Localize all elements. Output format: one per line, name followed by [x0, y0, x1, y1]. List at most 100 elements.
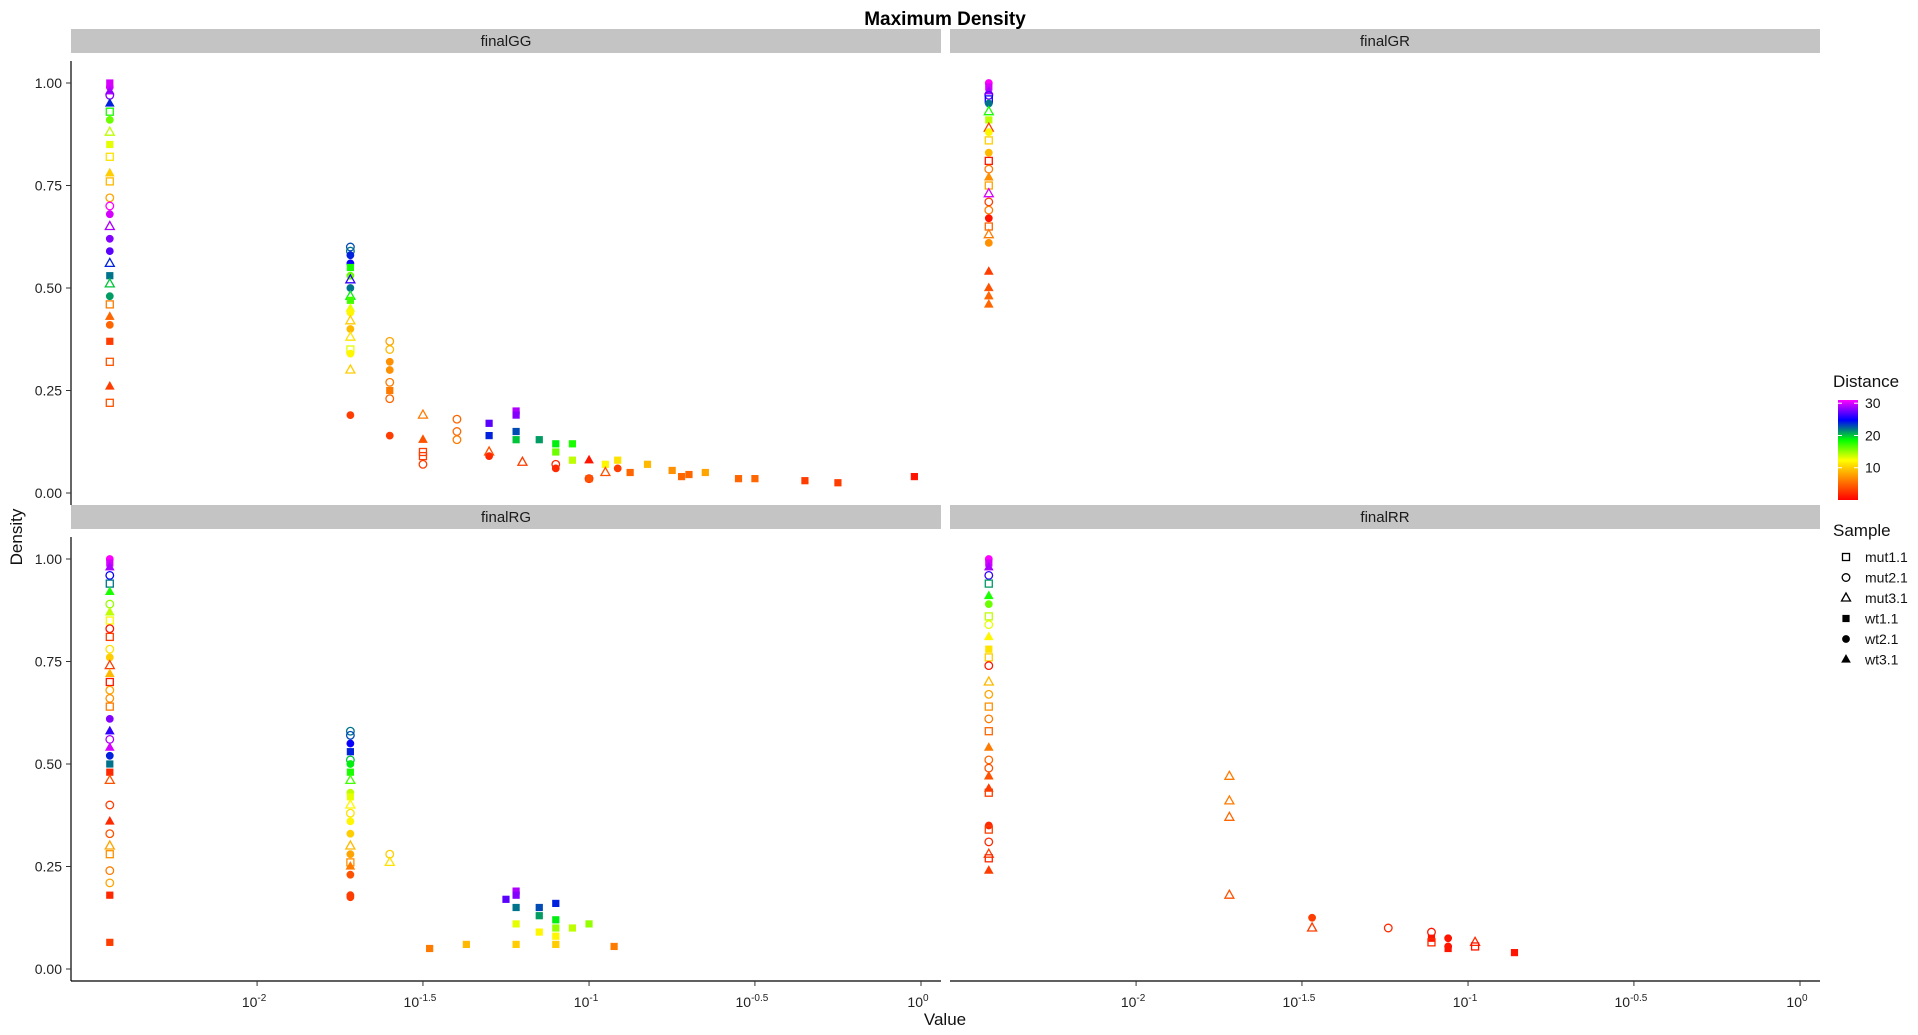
data-point-open-circle	[385, 345, 395, 354]
data-point-filled-circle	[346, 411, 355, 419]
data-point-filled-triangle	[104, 668, 115, 677]
data-point-filled-triangle	[983, 561, 994, 571]
data-point-filled-triangle	[418, 434, 428, 443]
data-point-filled-square	[512, 891, 520, 899]
facet-strip	[71, 29, 941, 53]
facet-finalGR: finalGR	[950, 29, 1820, 308]
data-point-open-circle	[105, 878, 115, 888]
data-point-filled-triangle	[983, 742, 994, 751]
colour-bar-label: 30	[1865, 395, 1881, 411]
legend: Distance 10 20 30 Sample mut1.1 mut2.1 mut3.1 wt…	[1833, 372, 1908, 668]
y-tick-label: 0.25	[35, 859, 62, 875]
facet-strip-label: finalRR	[1360, 509, 1409, 526]
data-point-filled-square	[535, 903, 543, 912]
data-point-filled-triangle	[104, 380, 115, 390]
legend-key-open-circle	[1841, 573, 1851, 582]
data-point-open-square	[984, 702, 993, 711]
y-tick-label: 0.25	[35, 383, 62, 399]
data-point-filled-circle	[346, 760, 355, 768]
data-point-open-circle	[105, 829, 115, 839]
data-point-open-triangle	[344, 774, 356, 785]
data-point-filled-square	[535, 928, 543, 936]
data-point-open-triangle	[983, 847, 995, 858]
x-tick-label: 10-1	[574, 993, 599, 1010]
data-point-open-triangle	[104, 774, 116, 785]
data-point-filled-square	[568, 924, 577, 932]
data-point-filled-circle	[105, 715, 114, 723]
data-point-filled-circle	[105, 234, 114, 243]
data-point-filled-square	[512, 920, 520, 928]
data-point-open-circle	[984, 714, 994, 724]
data-point-open-triangle	[983, 675, 995, 686]
data-point-filled-triangle	[104, 98, 115, 107]
data-point-open-circle	[105, 800, 115, 810]
data-point-open-triangle	[104, 257, 116, 268]
legend-key-open-square	[1841, 552, 1851, 562]
x-tick-label: 100	[907, 993, 929, 1010]
data-point-filled-square	[535, 436, 543, 444]
data-point-open-circle	[105, 570, 115, 580]
x-tick-label: 10-1	[1453, 993, 1478, 1010]
shape-legend-label: mut3.1	[1865, 590, 1908, 606]
data-point-open-triangle	[1469, 936, 1481, 946]
y-tick-label: 1.00	[35, 551, 62, 567]
data-point-open-circle	[984, 763, 994, 773]
data-point-open-square	[105, 632, 114, 642]
data-point-open-square	[105, 850, 114, 859]
facet-finalGG: finalGG 0.00 0.25 0.50 0.75 1.00	[35, 29, 941, 505]
data-point-filled-triangle	[345, 861, 356, 870]
data-point-open-circle	[105, 193, 115, 203]
data-point-open-circle	[385, 336, 395, 346]
y-tick-label: 0.00	[35, 961, 62, 977]
data-point-open-triangle	[104, 220, 116, 231]
data-point-filled-triangle	[983, 171, 994, 181]
data-point-filled-circle	[105, 116, 114, 124]
data-point-open-circle	[984, 837, 994, 847]
data-point-filled-triangle	[104, 561, 115, 571]
data-point-filled-square	[552, 448, 560, 456]
data-point-open-triangle	[104, 839, 116, 850]
data-point-open-circle	[984, 205, 994, 215]
data-point-filled-square	[346, 263, 354, 272]
data-point-filled-triangle	[983, 290, 994, 300]
data-point-filled-square	[568, 440, 577, 448]
shape-legend-label: wt1.1	[1864, 611, 1899, 627]
data-point-open-circle	[984, 570, 994, 580]
data-point-open-square	[105, 152, 114, 161]
data-point-filled-square	[512, 427, 520, 436]
data-point-open-triangle	[417, 408, 429, 419]
data-point-open-circle	[984, 755, 994, 765]
facet-strip-label: finalGR	[1360, 33, 1410, 50]
data-point-filled-triangle	[104, 725, 115, 735]
data-point-filled-circle	[385, 357, 394, 366]
legend-key-filled-triangle	[1841, 654, 1851, 663]
facet-finalRG: finalRG 0.00 0.25 0.50 0.75 1.00 10-2 10-1.5 10-…	[35, 505, 941, 1010]
data-point-open-circle	[385, 394, 395, 404]
data-point-open-square	[105, 177, 114, 186]
y-tick-label: 0.75	[35, 178, 62, 194]
facet-strip	[950, 505, 1820, 529]
colour-bar	[1838, 400, 1858, 500]
data-point-open-square	[984, 612, 993, 621]
y-axis-title: Density	[7, 508, 26, 565]
shape-legend-title: Sample	[1833, 521, 1891, 540]
data-point-filled-triangle	[983, 865, 994, 874]
data-point-filled-triangle	[983, 770, 994, 780]
data-point-filled-square	[585, 475, 593, 483]
data-point-open-triangle	[1306, 921, 1318, 932]
data-point-filled-circle	[385, 366, 394, 374]
data-point-open-square	[1470, 942, 1480, 951]
data-point-open-square	[1427, 938, 1436, 947]
data-point-filled-square	[552, 924, 560, 932]
data-point-filled-square	[614, 456, 622, 464]
facet-strip-label: finalGG	[481, 33, 532, 50]
data-point-filled-square	[512, 940, 520, 948]
data-point-open-square	[105, 107, 114, 116]
x-axis-title: Value	[924, 1010, 966, 1029]
data-point-filled-square	[585, 920, 593, 928]
data-point-filled-circle	[105, 320, 114, 329]
data-point-filled-circle	[105, 751, 114, 760]
legend-key-filled-circle	[1842, 635, 1850, 643]
data-point-filled-triangle	[983, 282, 994, 292]
